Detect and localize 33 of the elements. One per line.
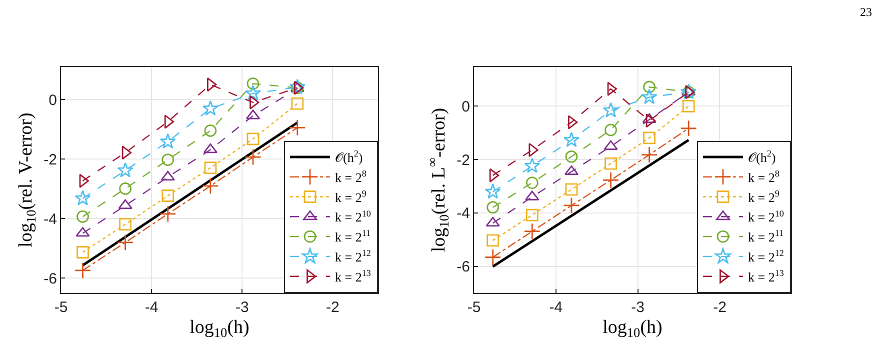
legend-label: k = 2$^{13}$ xyxy=(335,268,372,284)
legend-label: 𝒪(h$^{2}$) xyxy=(748,148,776,166)
y-tick-label: -2 xyxy=(44,151,57,168)
x-tick-label: -3 xyxy=(235,299,249,316)
x-tick-label: -4 xyxy=(549,299,563,316)
y-tick-label: -4 xyxy=(456,205,470,222)
legend-label: k = 2$^{10}$ xyxy=(748,208,784,225)
legend-label: k = 2$^{8}$ xyxy=(335,168,367,185)
legend-label: k = 2$^{11}$ xyxy=(335,228,371,245)
x-axis-title: log$_{10}$(h) xyxy=(190,316,250,340)
legend-label: k = 2$^{12}$ xyxy=(335,248,372,265)
y-tick-label: -2 xyxy=(456,152,470,169)
legend-label: k = 2$^{10}$ xyxy=(335,208,372,225)
x-tick-label: -4 xyxy=(144,299,158,316)
x-tick-label: -3 xyxy=(631,299,644,316)
x-tick-label: -5 xyxy=(54,299,68,316)
legend-label: k = 2$^{12}$ xyxy=(748,248,784,265)
text: 23 xyxy=(860,5,872,19)
y-tick-label: -4 xyxy=(44,210,57,228)
legend-label: 𝒪(h$^{2}$) xyxy=(335,148,363,166)
x-tick-label: -2 xyxy=(326,299,340,316)
legend-label: k = 2$^{8}$ xyxy=(748,168,780,185)
x-tick-label: -5 xyxy=(467,299,481,316)
y-tick-label: 0 xyxy=(48,92,57,109)
y-tick-label: -6 xyxy=(456,258,470,276)
y-tick-label: 0 xyxy=(462,98,470,116)
legend-label: k = 2$^{9}$ xyxy=(335,188,367,205)
legend-label: k = 2$^{13}$ xyxy=(748,268,784,284)
y-tick-label: -6 xyxy=(44,270,57,288)
legend-label: k = 2$^{11}$ xyxy=(748,228,784,245)
legend-label: k = 2$^{9}$ xyxy=(748,188,780,205)
x-tick-label: -2 xyxy=(713,299,726,316)
x-axis-title: log$_{10}$(h) xyxy=(602,316,662,340)
